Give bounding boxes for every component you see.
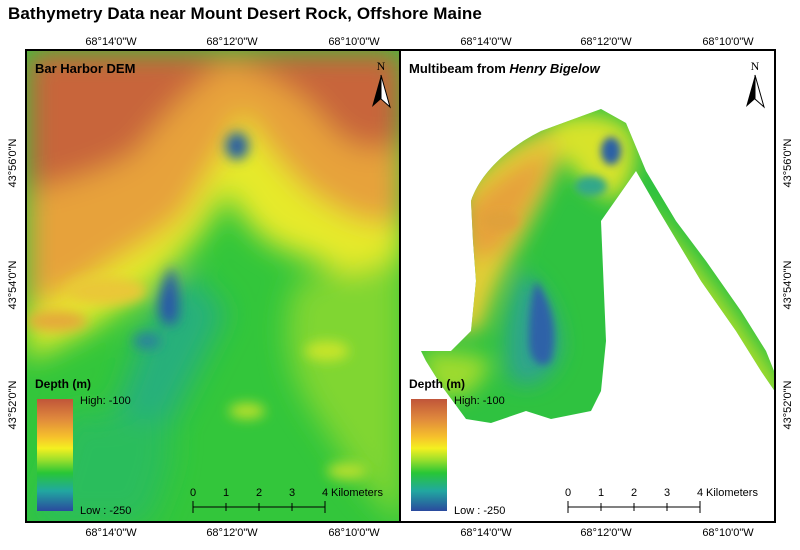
scale-tick-label: 4 bbox=[696, 487, 704, 499]
longitude-label-bottom: 68°10'0"W bbox=[702, 527, 754, 539]
scale-tick-label: 4 bbox=[321, 487, 329, 499]
latitude-label-left: 43°56'0"N bbox=[7, 138, 19, 188]
panel-label: Bar Harbor DEM bbox=[35, 61, 136, 76]
longitude-label-bottom: 68°12'0"W bbox=[580, 527, 632, 539]
scale-bar: 0 1 2 3 4 Kilometers bbox=[189, 487, 399, 517]
north-letter: N bbox=[376, 59, 386, 73]
latitude-label-right: 43°56'0"N bbox=[782, 138, 794, 188]
legend-title: Depth (m) bbox=[409, 377, 465, 391]
scale-tick-label: 3 bbox=[288, 487, 296, 499]
depth-legend: Depth (m) High: -100 Low : -250 bbox=[409, 377, 505, 517]
legend-high-label: High: -100 bbox=[454, 395, 505, 407]
multibeam-panel: Multibeam from Henry Bigelow N Depth (m)… bbox=[399, 49, 776, 523]
latitude-label-left: 43°54'0"N bbox=[7, 260, 19, 310]
scale-tick-label: 0 bbox=[564, 487, 572, 499]
scale-unit-label: Kilometers bbox=[706, 487, 758, 499]
scale-tick-label: 3 bbox=[663, 487, 671, 499]
longitude-label-top: 68°12'0"W bbox=[206, 36, 258, 48]
panel-label-ship: Henry Bigelow bbox=[509, 61, 600, 76]
scale-unit-label: Kilometers bbox=[331, 487, 383, 499]
longitude-label-bottom: 68°14'0"W bbox=[85, 527, 137, 539]
longitude-label-top: 68°10'0"W bbox=[328, 36, 380, 48]
longitude-label-top: 68°10'0"W bbox=[702, 36, 754, 48]
panel-label-prefix: Multibeam from bbox=[409, 61, 510, 76]
bar-harbor-dem-panel: Bar Harbor DEM N Depth (m) High: -100 Lo… bbox=[25, 49, 401, 523]
legend-high-label: High: -100 bbox=[80, 395, 131, 407]
dem-raster bbox=[27, 51, 399, 521]
north-arrow-icon: N bbox=[743, 59, 767, 111]
longitude-label-top: 68°14'0"W bbox=[460, 36, 512, 48]
longitude-label-bottom: 68°14'0"W bbox=[460, 527, 512, 539]
legend-title: Depth (m) bbox=[35, 377, 91, 391]
scale-tick-label: 1 bbox=[222, 487, 230, 499]
scale-tick-label: 0 bbox=[189, 487, 197, 499]
north-letter: N bbox=[750, 59, 760, 73]
scale-tick-label: 2 bbox=[255, 487, 263, 499]
depth-legend: Depth (m) High: -100 Low : -250 bbox=[35, 377, 131, 517]
latitude-label-left: 43°52'0"N bbox=[7, 380, 19, 430]
longitude-label-bottom: 68°10'0"W bbox=[328, 527, 380, 539]
scale-tick-label: 1 bbox=[597, 487, 605, 499]
scale-tick-label: 2 bbox=[630, 487, 638, 499]
latitude-label-right: 43°52'0"N bbox=[782, 380, 794, 430]
panel-label: Multibeam from Henry Bigelow bbox=[409, 61, 600, 76]
legend-colorbar bbox=[411, 399, 447, 511]
legend-low-label: Low : -250 bbox=[454, 505, 506, 517]
scale-bar: 0 1 2 3 4 Kilometers bbox=[564, 487, 774, 517]
longitude-label-top: 68°14'0"W bbox=[85, 36, 137, 48]
longitude-label-bottom: 68°12'0"W bbox=[206, 527, 258, 539]
map-title: Bathymetry Data near Mount Desert Rock, … bbox=[8, 4, 482, 23]
longitude-label-top: 68°12'0"W bbox=[580, 36, 632, 48]
north-arrow-icon: N bbox=[369, 59, 393, 111]
latitude-label-right: 43°54'0"N bbox=[782, 260, 794, 310]
legend-low-label: Low : -250 bbox=[80, 505, 132, 517]
legend-colorbar bbox=[37, 399, 73, 511]
multibeam-swath bbox=[421, 109, 774, 423]
